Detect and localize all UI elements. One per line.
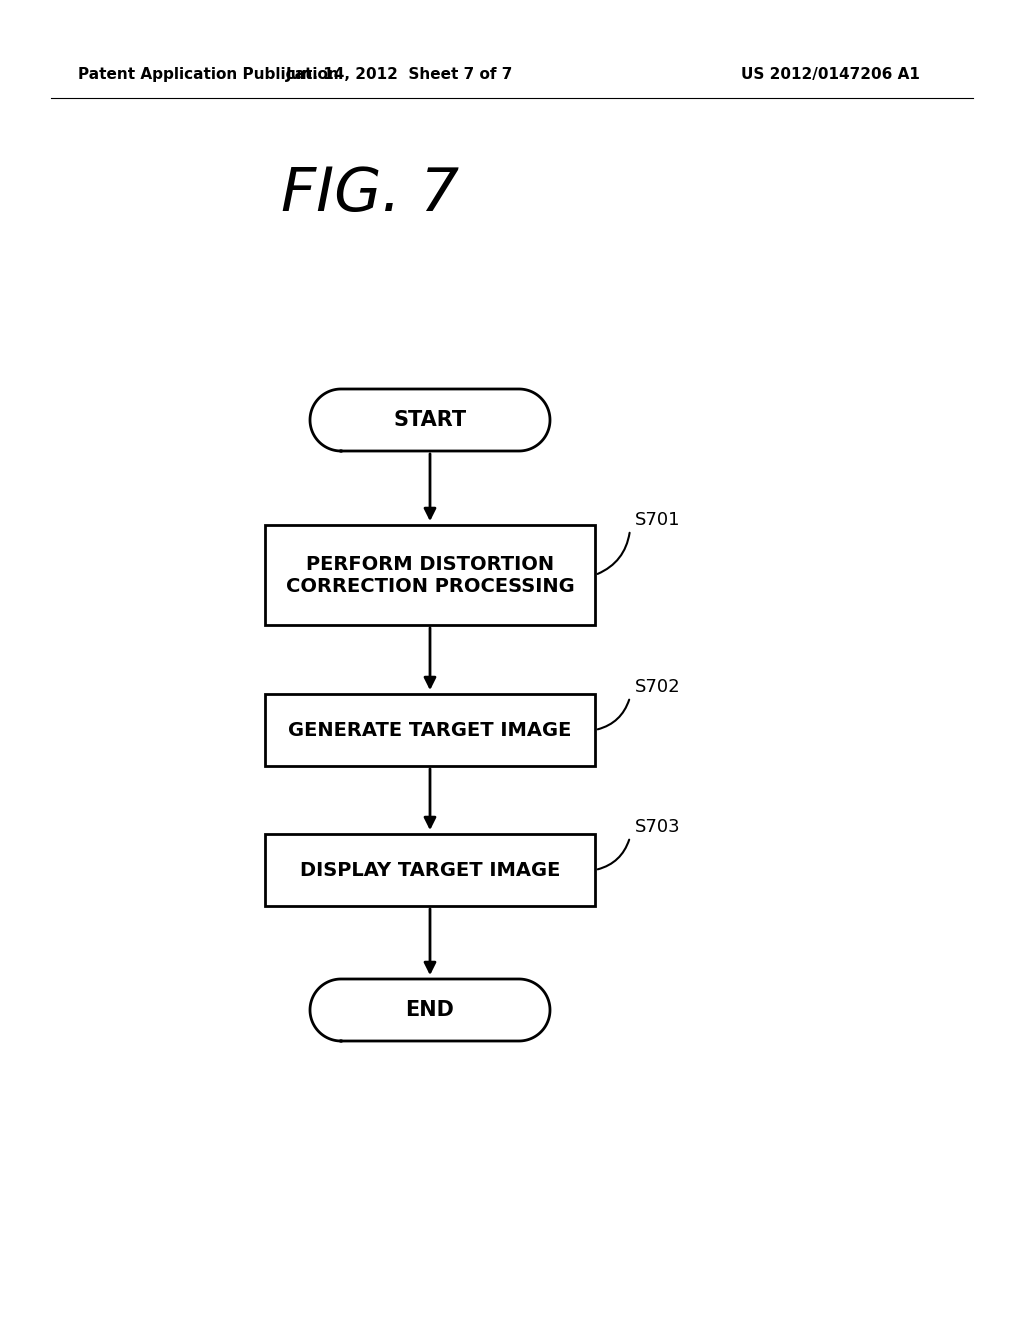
FancyBboxPatch shape [265,525,595,624]
Text: END: END [406,1001,455,1020]
FancyBboxPatch shape [265,694,595,766]
Text: US 2012/0147206 A1: US 2012/0147206 A1 [741,67,920,82]
Text: PERFORM DISTORTION
CORRECTION PROCESSING: PERFORM DISTORTION CORRECTION PROCESSING [286,554,574,595]
Text: Jun. 14, 2012  Sheet 7 of 7: Jun. 14, 2012 Sheet 7 of 7 [287,67,514,82]
Text: FIG. 7: FIG. 7 [281,165,459,224]
Text: Patent Application Publication: Patent Application Publication [78,67,339,82]
FancyBboxPatch shape [341,389,519,451]
Text: GENERATE TARGET IMAGE: GENERATE TARGET IMAGE [289,721,571,739]
Polygon shape [310,979,550,1041]
Text: S702: S702 [635,678,681,696]
FancyBboxPatch shape [265,834,595,906]
FancyBboxPatch shape [341,979,519,1041]
Text: DISPLAY TARGET IMAGE: DISPLAY TARGET IMAGE [300,861,560,879]
Text: S703: S703 [635,818,681,836]
Polygon shape [310,389,550,451]
Text: S701: S701 [635,511,681,529]
Text: START: START [393,411,467,430]
